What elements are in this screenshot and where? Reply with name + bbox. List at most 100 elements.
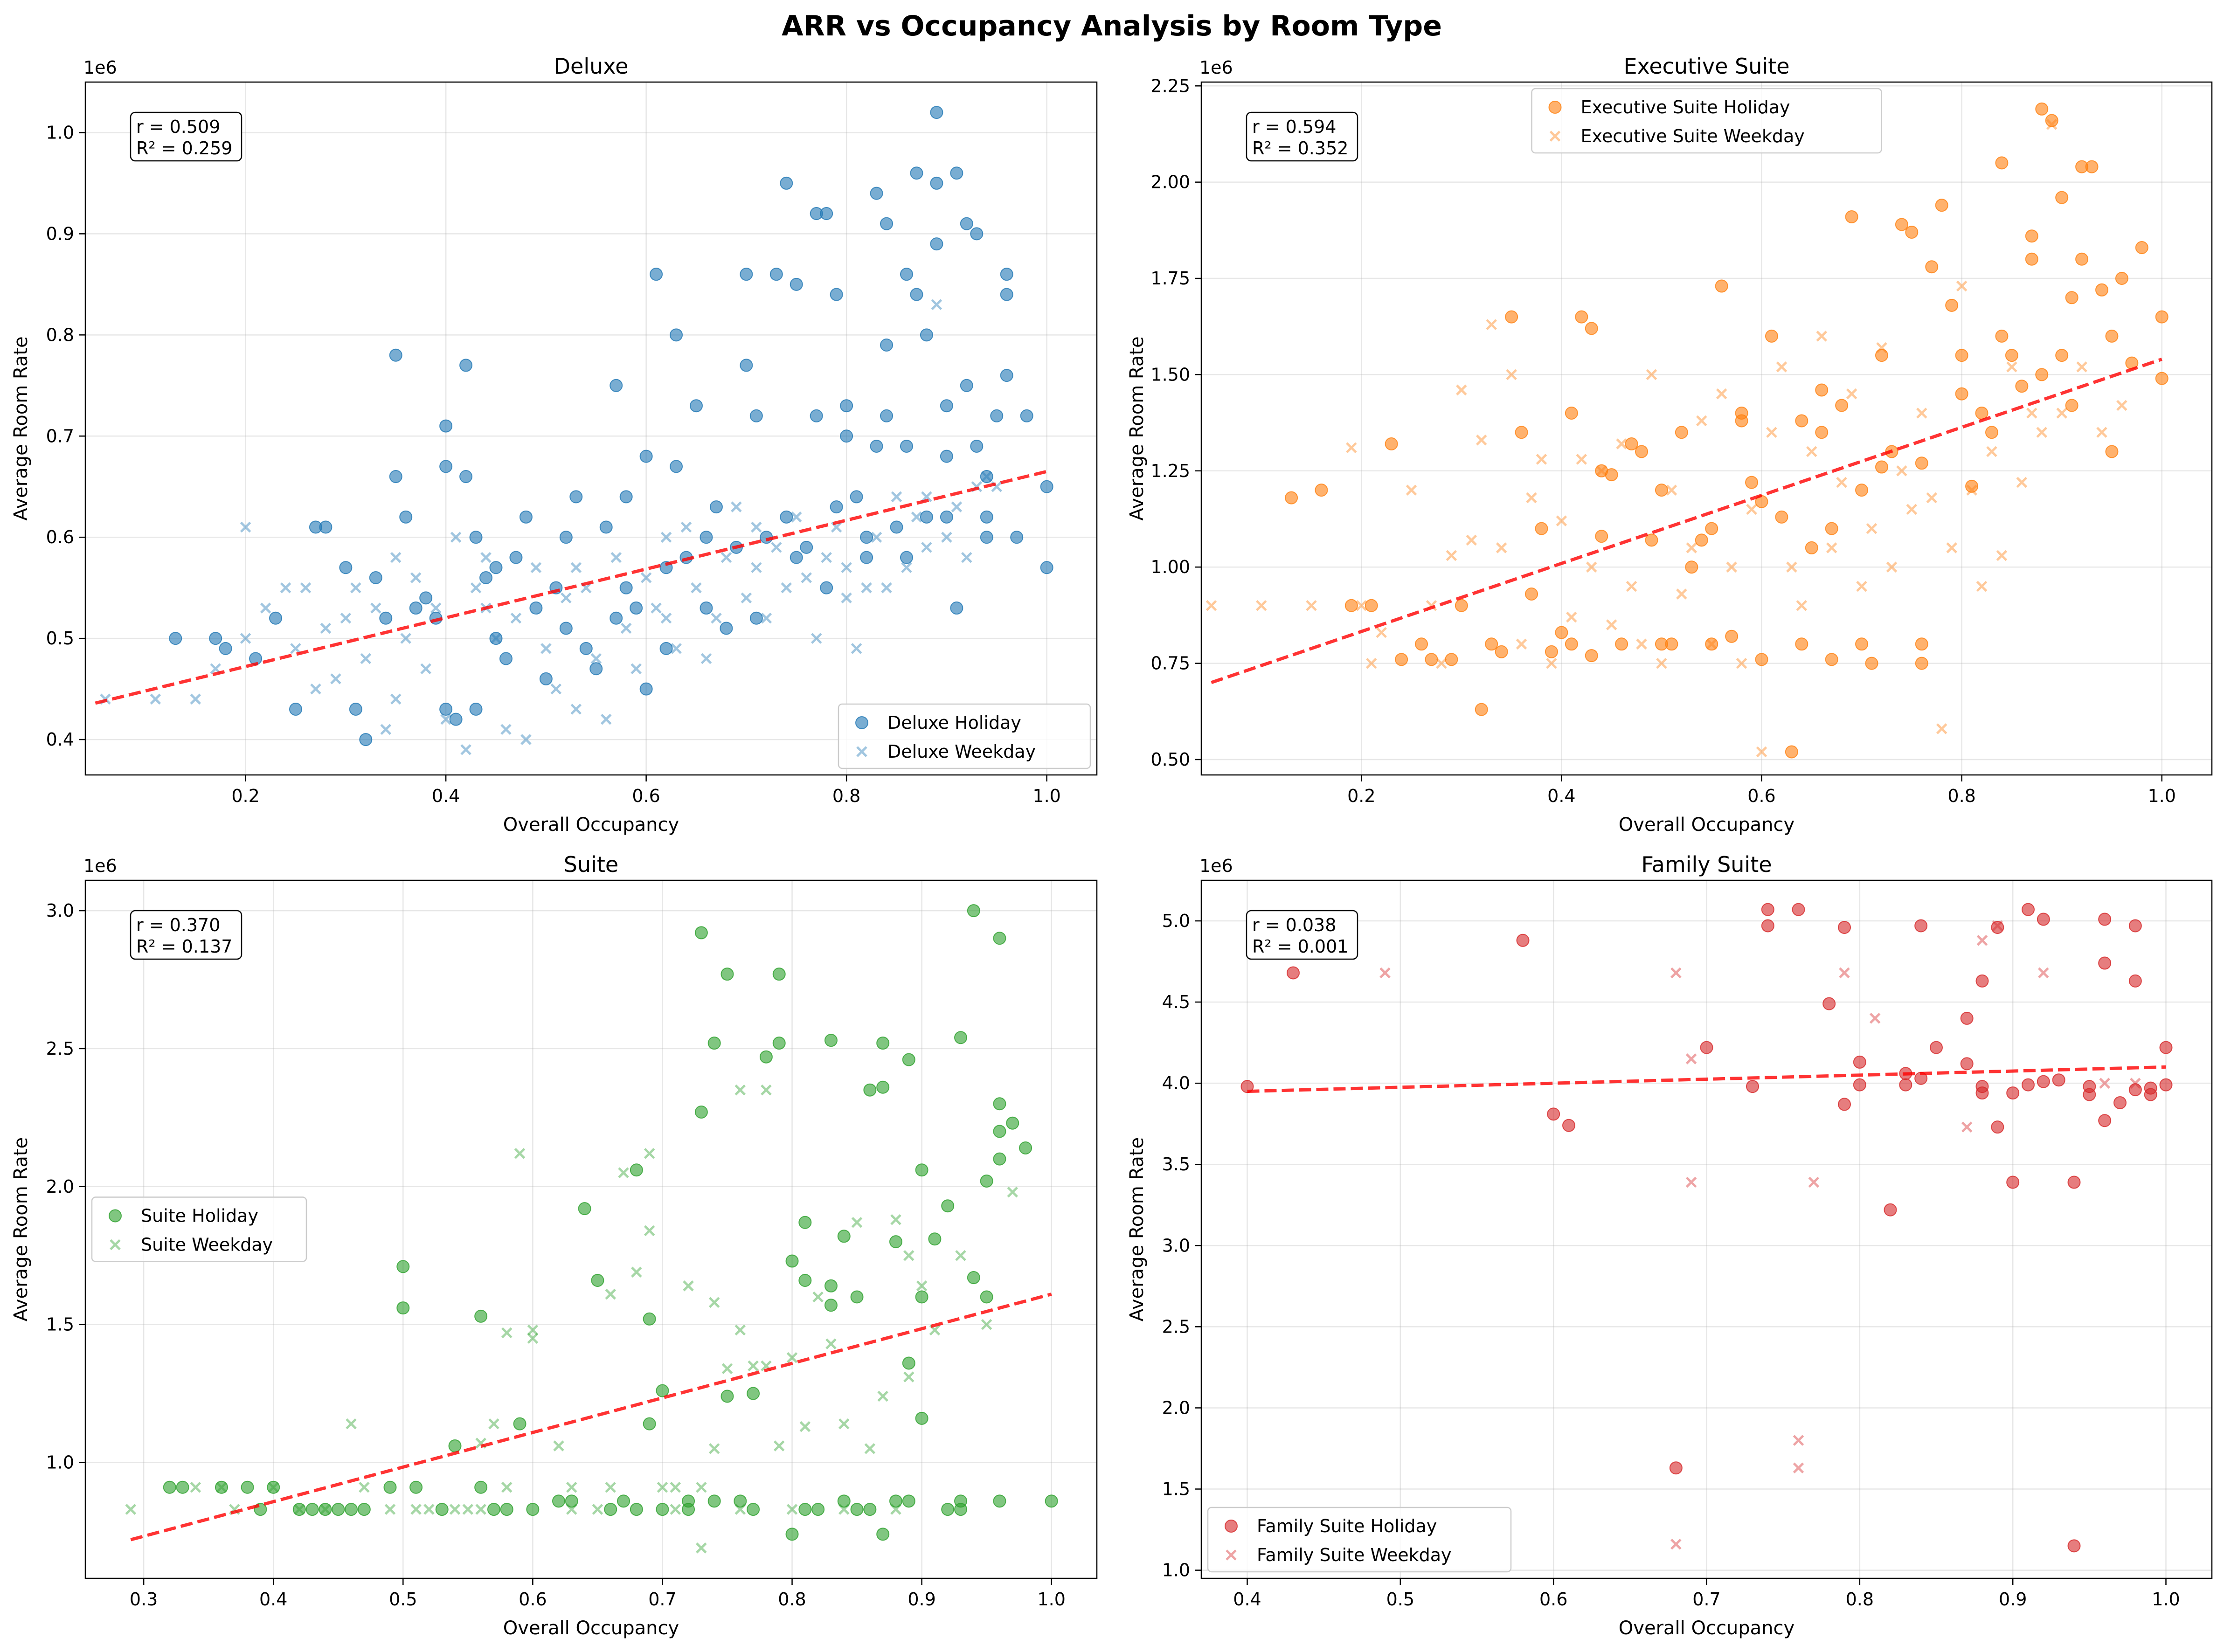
y-tick-label: 5.0 xyxy=(1162,911,1190,931)
holiday-point xyxy=(1395,653,1408,666)
y-tick-label: 2.0 xyxy=(46,1176,74,1197)
weekday-point xyxy=(911,511,922,523)
weekday-point xyxy=(2130,1078,2141,1089)
weekday-point xyxy=(600,713,612,725)
holiday-point xyxy=(993,1152,1006,1166)
holiday-point xyxy=(319,520,333,534)
holiday-point xyxy=(578,1202,591,1216)
weekday-point xyxy=(773,1440,785,1452)
holiday-point xyxy=(2155,372,2169,385)
r-squared-text: R² = 0.259 xyxy=(136,138,232,159)
plot-frame xyxy=(1200,81,2213,776)
weekday-point xyxy=(651,602,662,614)
holiday-point xyxy=(489,632,503,645)
holiday-point xyxy=(1845,210,1858,223)
holiday-point xyxy=(1755,653,1768,666)
weekday-point xyxy=(1776,361,1788,373)
holiday-point xyxy=(930,106,943,119)
weekday-point xyxy=(430,602,442,614)
holiday-point xyxy=(2006,1175,2020,1189)
weekday-point xyxy=(1866,523,1878,534)
holiday-point xyxy=(772,1037,786,1050)
weekday-point xyxy=(721,1363,733,1375)
holiday-point xyxy=(1865,657,1878,670)
weekday-point xyxy=(1646,369,1657,380)
holiday-point xyxy=(785,1528,799,1541)
holiday-point xyxy=(617,1494,630,1508)
holiday-point xyxy=(721,968,734,981)
weekday-point xyxy=(330,673,341,684)
weekday-point xyxy=(1796,600,1808,611)
holiday-point xyxy=(1735,406,1748,420)
holiday-point xyxy=(837,1494,851,1508)
holiday-point xyxy=(780,176,793,190)
holiday-point xyxy=(305,1503,319,1516)
weekday-point xyxy=(1516,638,1527,650)
holiday-point xyxy=(396,1260,410,1273)
plot-data xyxy=(125,904,1058,1554)
plot-data xyxy=(1206,102,2169,759)
holiday-point xyxy=(749,611,763,625)
weekday-point xyxy=(1466,534,1477,546)
weekday-point xyxy=(761,612,772,624)
x-tick-label: 0.7 xyxy=(1692,1589,1720,1610)
subplot-3: 0.3 0.4 0.5 0.6 0.7 0.8 0.9 1.0 1.0 1.5 2.0 2.5 3.0 1… xyxy=(10,852,1098,1639)
weekday-point xyxy=(1306,600,1317,611)
weekday-point xyxy=(1626,581,1637,592)
weekday-point xyxy=(1206,600,1217,611)
weekday-point xyxy=(480,552,492,563)
weekday-point xyxy=(731,501,742,512)
holiday-point xyxy=(589,662,603,676)
holiday-point xyxy=(860,551,873,564)
x-tick-label: 0.6 xyxy=(1539,1589,1567,1610)
holiday-point xyxy=(1925,260,1939,274)
holiday-point xyxy=(900,268,913,281)
holiday-point xyxy=(1960,1057,1974,1071)
holiday-point xyxy=(900,551,913,564)
weekday-point xyxy=(1961,1121,1973,1133)
holiday-point xyxy=(1838,1098,1851,1111)
legend-weekday-label: Family Suite Weekday xyxy=(1257,1545,1451,1565)
holiday-point xyxy=(539,672,553,685)
holiday-point xyxy=(1700,1041,1713,1054)
holiday-point xyxy=(619,490,633,504)
holiday-point xyxy=(643,1312,656,1326)
y-tick-label: 0.9 xyxy=(46,223,74,244)
x-tick-label: 0.8 xyxy=(832,786,860,806)
holiday-point xyxy=(1585,322,1598,335)
holiday-point xyxy=(970,439,984,453)
weekday-point xyxy=(290,643,301,654)
holiday-point xyxy=(369,571,382,584)
weekday-point xyxy=(410,572,422,583)
weekday-point xyxy=(1946,542,1957,553)
weekday-point xyxy=(741,592,752,604)
holiday-point xyxy=(379,611,393,625)
holiday-point xyxy=(2022,903,2035,916)
holiday-point xyxy=(1915,657,1928,670)
holiday-point xyxy=(960,379,973,392)
holiday-point xyxy=(749,409,763,422)
legend: Family Suite Holiday Family Suite Weekday xyxy=(1207,1507,1512,1573)
holiday-point xyxy=(469,702,483,716)
holiday-point xyxy=(1535,522,1548,535)
legend-holiday-marker xyxy=(109,1209,122,1223)
holiday-point xyxy=(810,409,823,422)
legend-holiday-marker xyxy=(855,716,868,729)
weekday-point xyxy=(380,724,392,735)
y-tick-label: 1.0 xyxy=(46,122,74,143)
holiday-point xyxy=(880,339,894,352)
weekday-point xyxy=(696,1542,707,1554)
holiday-point xyxy=(469,531,483,544)
holiday-point xyxy=(1625,437,1638,451)
holiday-point xyxy=(694,926,708,940)
x-tick-label: 0.6 xyxy=(632,786,660,806)
holiday-point xyxy=(811,1503,825,1516)
weekday-point xyxy=(1365,657,1377,669)
weekday-point xyxy=(1696,415,1707,427)
holiday-point xyxy=(954,1503,968,1516)
holiday-point xyxy=(837,1230,851,1243)
weekday-point xyxy=(700,653,712,664)
holiday-point xyxy=(2085,160,2099,173)
holiday-point xyxy=(840,399,853,413)
holiday-point xyxy=(1635,445,1649,458)
